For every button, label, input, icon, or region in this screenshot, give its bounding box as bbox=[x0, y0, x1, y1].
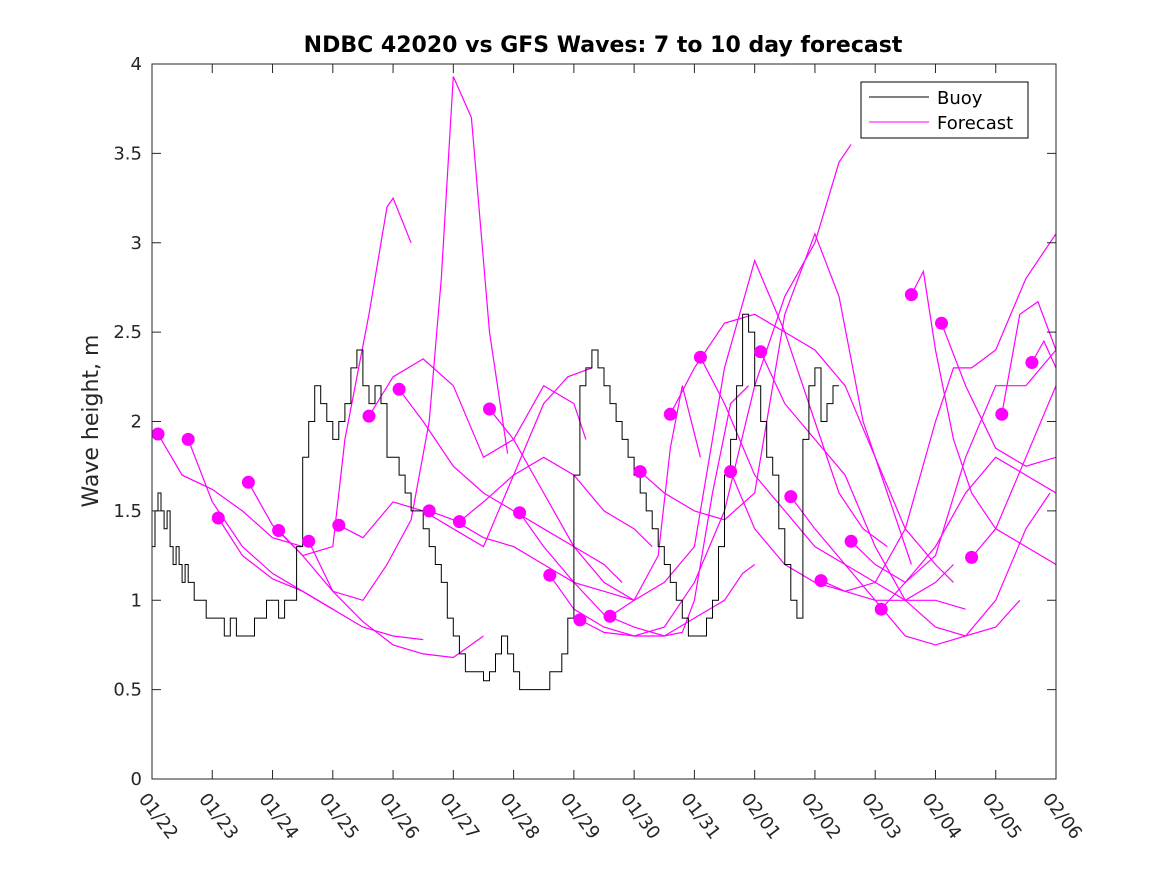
forecast-line bbox=[790, 492, 1051, 646]
forecast-marker bbox=[332, 518, 346, 532]
x-tick-label: 01/31 bbox=[676, 789, 724, 843]
y-tick-label: 0.5 bbox=[113, 680, 142, 701]
x-tick-label: 02/06 bbox=[1038, 789, 1086, 843]
forecast-line bbox=[730, 471, 954, 601]
forecast-marker bbox=[151, 427, 165, 441]
forecast-line bbox=[639, 232, 912, 565]
x-tick-label: 02/04 bbox=[917, 789, 965, 843]
y-tick-label: 4 bbox=[131, 54, 142, 75]
forecast-line bbox=[368, 358, 587, 459]
y-tick-label: 1.5 bbox=[113, 501, 142, 522]
forecast-marker bbox=[663, 407, 677, 421]
forecast-line bbox=[217, 517, 424, 641]
forecast-marker bbox=[1025, 356, 1039, 369]
x-tick-label: 01/26 bbox=[375, 789, 423, 843]
y-tick-label: 2 bbox=[131, 412, 142, 433]
forecast-marker bbox=[995, 407, 1009, 421]
x-tick-label: 01/27 bbox=[435, 789, 483, 843]
legend: Buoy Forecast bbox=[860, 81, 1029, 139]
forecast-line bbox=[880, 456, 1056, 610]
y-tick-label: 2.5 bbox=[113, 322, 142, 343]
forecast-line bbox=[489, 385, 701, 602]
x-tick-label: 01/29 bbox=[556, 789, 604, 843]
x-tick-label: 02/01 bbox=[737, 789, 785, 843]
forecast-line bbox=[699, 356, 966, 610]
forecast-line bbox=[669, 313, 954, 583]
forecast-marker bbox=[543, 568, 557, 582]
forecast-marker bbox=[904, 288, 918, 302]
x-tick-label: 01/23 bbox=[194, 789, 242, 843]
x-tick-label: 02/02 bbox=[797, 789, 845, 843]
forecast-line bbox=[850, 349, 1056, 584]
chart-title: NDBC 42020 vs GFS Waves: 7 to 10 day for… bbox=[304, 33, 903, 58]
forecast-line bbox=[971, 385, 1056, 558]
forecast-marker bbox=[362, 409, 376, 423]
y-axis-label: Wave height, m bbox=[79, 335, 104, 508]
forecast-marker bbox=[302, 534, 316, 548]
forecast-marker bbox=[181, 432, 195, 446]
marker-layer bbox=[151, 288, 1039, 627]
x-tick-label: 01/22 bbox=[134, 789, 182, 843]
forecast-marker bbox=[513, 506, 527, 520]
forecast-line bbox=[1031, 339, 1056, 369]
forecast-marker bbox=[211, 511, 225, 525]
x-tick-label: 01/24 bbox=[255, 789, 303, 843]
forecast-line bbox=[157, 433, 303, 548]
series-layer bbox=[152, 76, 1056, 691]
forecast-marker bbox=[573, 613, 587, 627]
forecast-line bbox=[910, 269, 1056, 566]
legend-box bbox=[860, 81, 1029, 139]
forecast-marker bbox=[814, 574, 828, 588]
forecast-marker bbox=[392, 382, 406, 396]
forecast-line bbox=[187, 439, 334, 610]
axes bbox=[151, 63, 1057, 780]
x-tick-label: 01/28 bbox=[496, 789, 544, 843]
forecast-marker bbox=[452, 515, 466, 529]
forecast-marker bbox=[633, 465, 647, 479]
forecast-marker bbox=[935, 316, 948, 330]
forecast-marker bbox=[693, 350, 707, 364]
forecast-line bbox=[459, 456, 653, 548]
forecast-line bbox=[1001, 300, 1056, 415]
forecast-marker bbox=[844, 534, 858, 548]
forecast-marker bbox=[422, 504, 436, 518]
forecast-line bbox=[247, 196, 412, 557]
forecast-marker bbox=[874, 602, 888, 616]
forecast-line bbox=[338, 367, 593, 548]
forecast-marker bbox=[784, 490, 798, 504]
forecast-line bbox=[609, 258, 888, 617]
forecast-marker bbox=[272, 524, 286, 537]
forecast-line bbox=[940, 322, 1056, 467]
legend-buoy-label: Buoy bbox=[937, 88, 983, 109]
x-tick-label: 02/03 bbox=[857, 789, 905, 843]
y-tick-label: 1 bbox=[131, 590, 142, 611]
forecast-marker bbox=[483, 402, 496, 416]
x-tick-label: 02/05 bbox=[978, 789, 1026, 843]
y-tick-label: 3 bbox=[131, 233, 142, 254]
forecast-marker bbox=[724, 465, 738, 479]
forecast-marker bbox=[603, 609, 617, 623]
forecast-marker bbox=[241, 475, 255, 489]
y-tick-label: 3.5 bbox=[113, 143, 142, 164]
y-tick-label: 0 bbox=[131, 769, 142, 790]
forecast-line bbox=[308, 76, 509, 602]
x-tick-label: 01/25 bbox=[315, 789, 363, 843]
forecast-marker bbox=[965, 550, 979, 564]
forecast-marker bbox=[754, 345, 768, 359]
legend-forecast-label: Forecast bbox=[937, 113, 1013, 134]
forecast-line bbox=[579, 144, 852, 637]
x-tick-label: 01/30 bbox=[616, 789, 664, 843]
plot-frame bbox=[151, 63, 1057, 780]
forecast-line bbox=[398, 388, 623, 583]
forecast-line bbox=[278, 530, 484, 659]
